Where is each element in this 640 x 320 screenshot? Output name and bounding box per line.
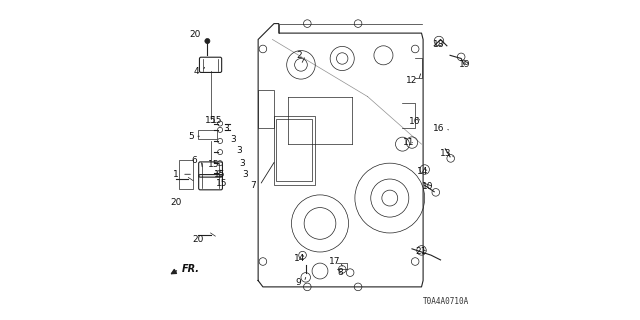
- Text: FR.: FR.: [182, 264, 200, 275]
- Text: T0A4A0710A: T0A4A0710A: [423, 297, 469, 306]
- Text: 7: 7: [250, 181, 256, 190]
- Text: 20: 20: [170, 198, 181, 207]
- Bar: [198, 130, 217, 140]
- Text: 8: 8: [338, 268, 344, 277]
- Text: 19: 19: [459, 60, 470, 69]
- Text: 17: 17: [328, 257, 340, 266]
- Text: 21: 21: [416, 247, 427, 257]
- Text: 1: 1: [173, 170, 179, 179]
- Text: 16: 16: [433, 124, 445, 133]
- Text: 14: 14: [417, 167, 429, 176]
- Text: 3: 3: [243, 170, 248, 179]
- Text: 20: 20: [192, 235, 204, 244]
- Text: 16: 16: [410, 117, 421, 126]
- Bar: [274, 116, 316, 185]
- Text: 15: 15: [205, 116, 216, 125]
- Text: 2: 2: [296, 51, 302, 60]
- Bar: [179, 160, 193, 188]
- Text: 4: 4: [193, 67, 199, 76]
- Text: 12: 12: [406, 76, 418, 85]
- Text: 15: 15: [211, 116, 223, 125]
- Text: 15: 15: [216, 179, 227, 188]
- Text: 11: 11: [403, 138, 415, 147]
- Circle shape: [205, 38, 210, 44]
- Text: 6: 6: [192, 156, 198, 164]
- Text: 15: 15: [214, 170, 226, 179]
- Text: 13: 13: [440, 149, 451, 158]
- Text: 20: 20: [189, 30, 200, 39]
- Text: 9: 9: [295, 278, 301, 287]
- Text: 3: 3: [236, 146, 242, 155]
- Text: 15: 15: [208, 160, 220, 169]
- Text: 18: 18: [433, 40, 445, 49]
- Text: 3: 3: [239, 159, 245, 168]
- Text: 5: 5: [189, 132, 195, 141]
- Text: 3: 3: [230, 135, 236, 144]
- Bar: [276, 119, 312, 180]
- Text: 10: 10: [422, 182, 434, 191]
- Text: 3: 3: [223, 124, 229, 133]
- Text: 14: 14: [294, 254, 305, 263]
- Bar: [258, 90, 274, 128]
